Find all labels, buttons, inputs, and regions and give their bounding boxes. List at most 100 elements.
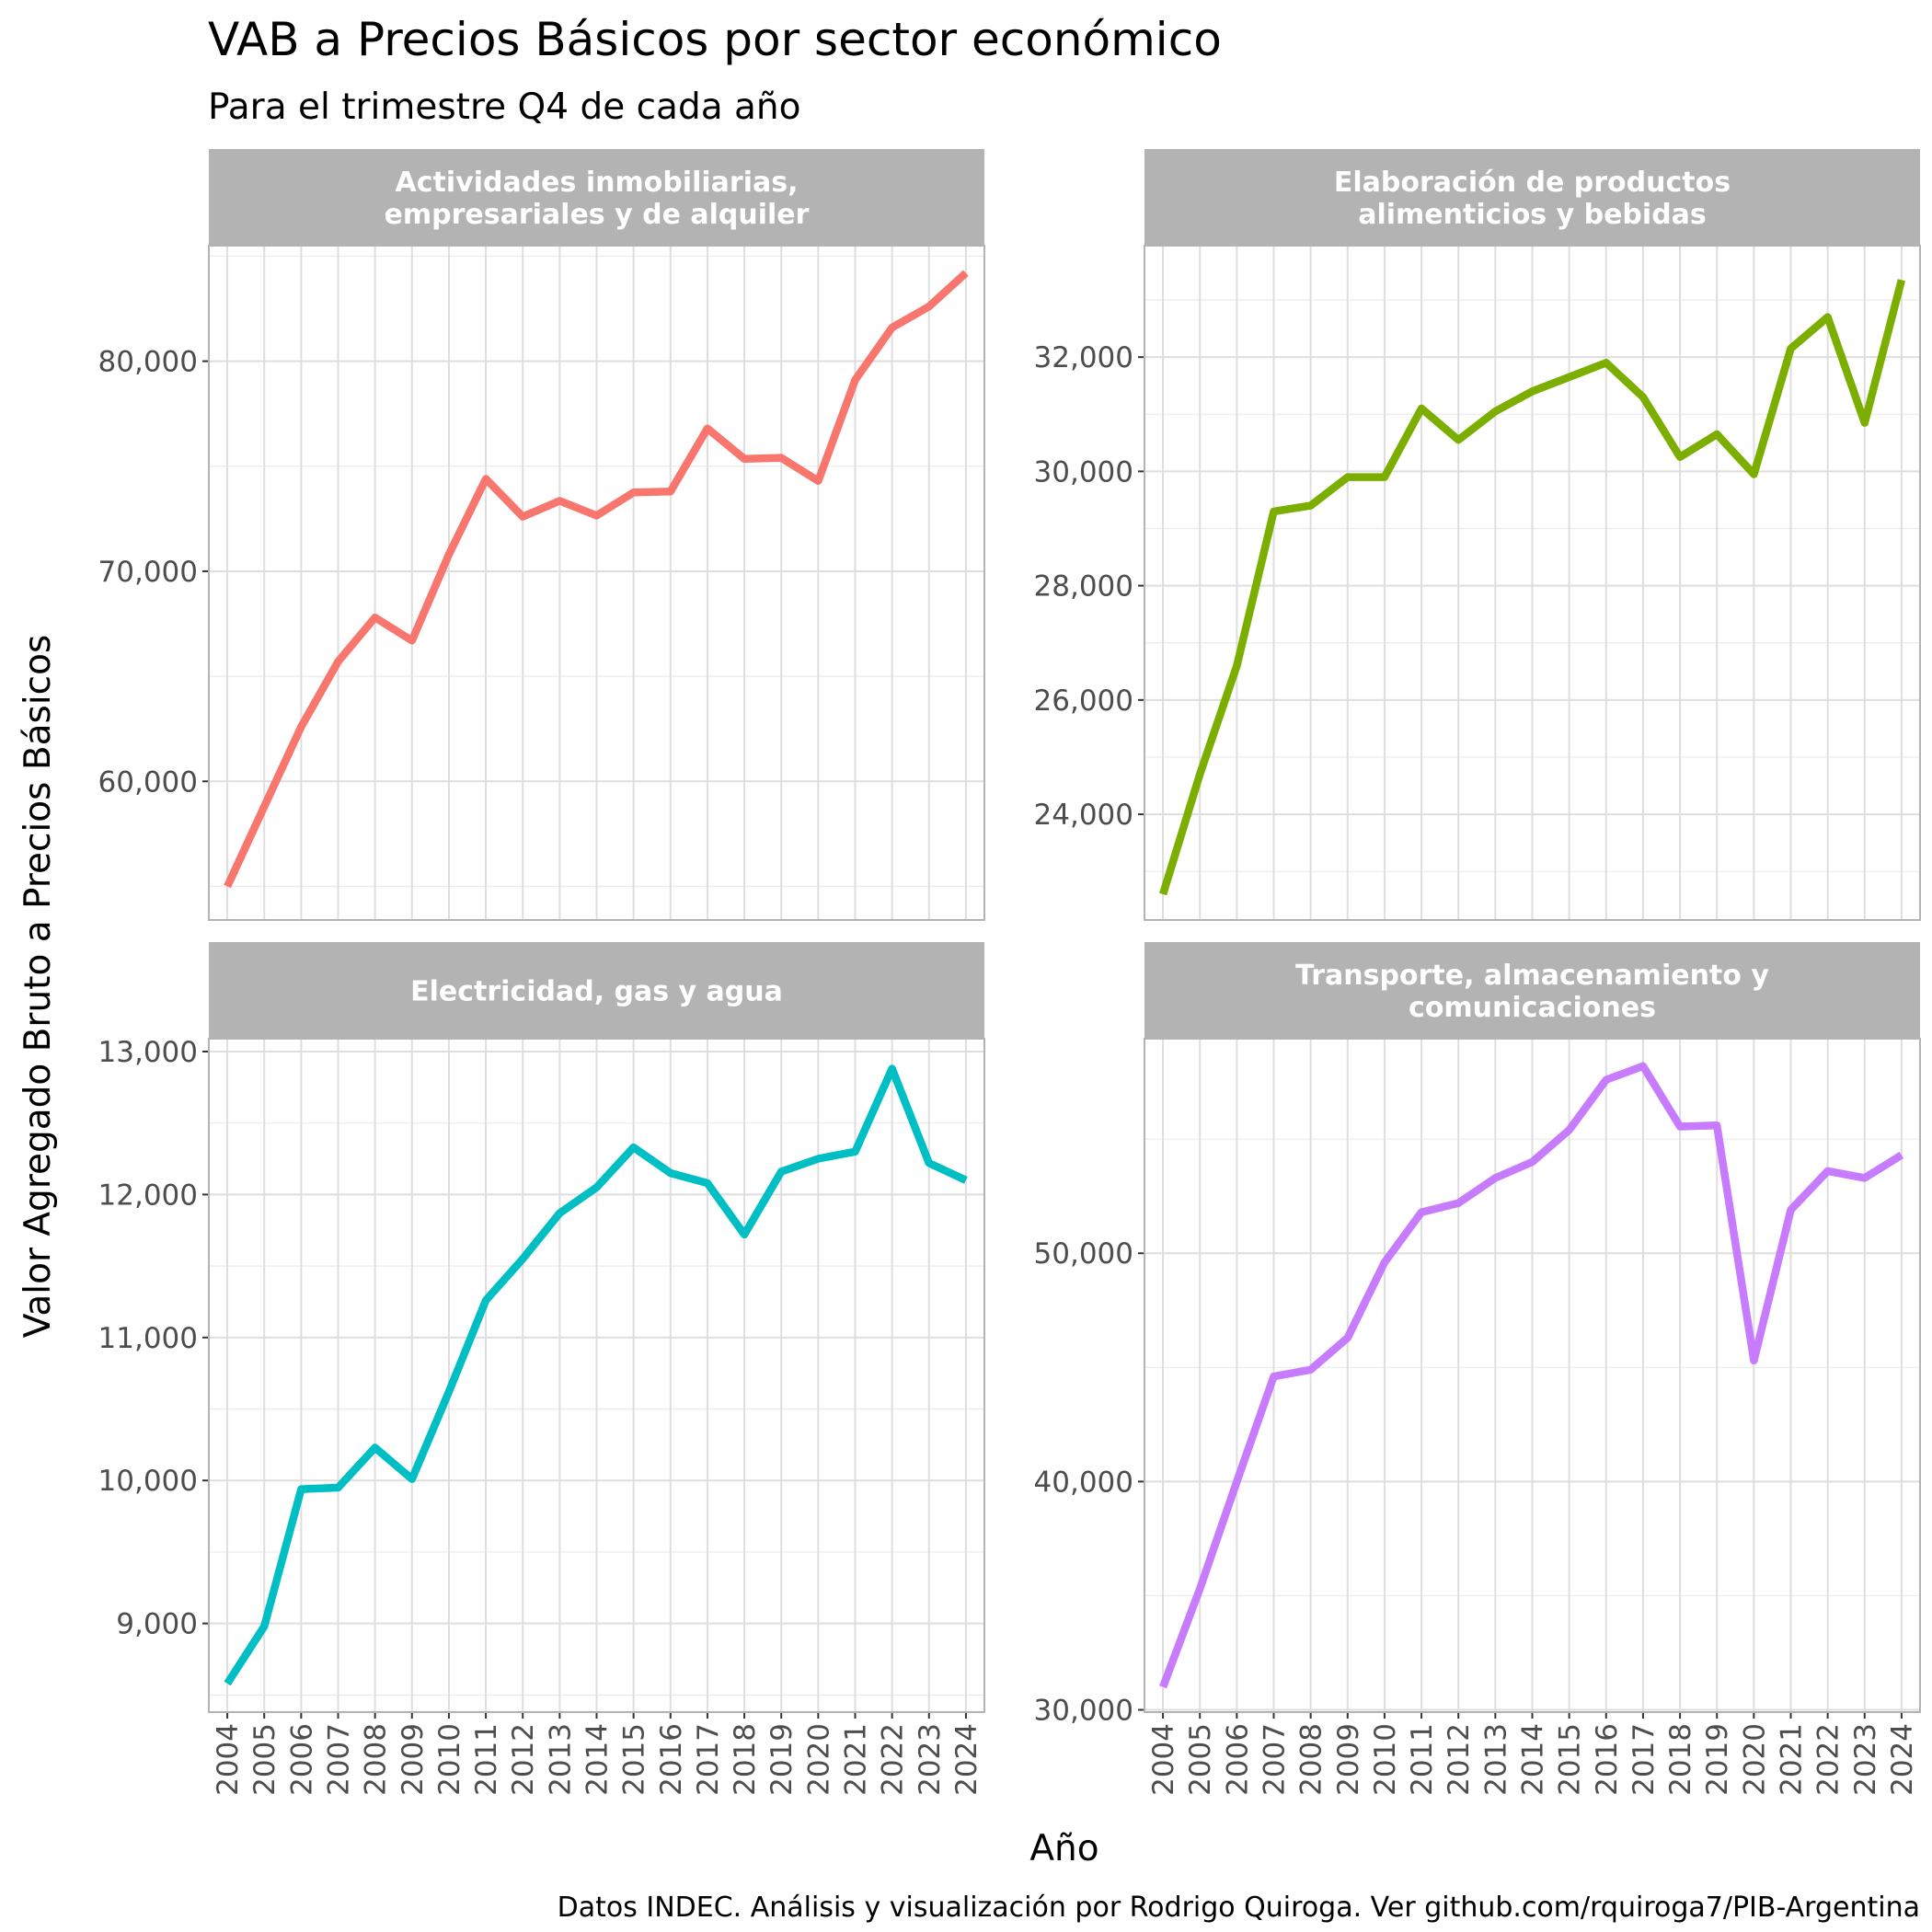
y-tick-label: 24,000 (1034, 799, 1133, 832)
data-point (1713, 1121, 1720, 1129)
facet-strip-label: Elaboración de productos (1334, 167, 1731, 199)
y-tick-label: 13,000 (98, 1036, 198, 1069)
data-point (372, 1444, 379, 1452)
x-tick-label: 2010 (433, 1723, 466, 1796)
x-tick-label: 2021 (1776, 1723, 1809, 1796)
data-point (1529, 1158, 1536, 1166)
y-axis-title: Valor Agregado Bruto a Precios Básicos (17, 635, 59, 1339)
data-point (297, 1486, 305, 1493)
y-tick-label: 9,000 (116, 1608, 198, 1641)
x-tick-label: 2012 (507, 1723, 540, 1796)
x-tick-label: 2005 (248, 1723, 282, 1796)
x-tick-label: 2006 (285, 1723, 318, 1796)
data-point (1491, 1174, 1499, 1181)
data-point (1603, 1076, 1610, 1084)
data-point (519, 1255, 526, 1262)
data-point (1566, 1126, 1573, 1133)
data-point (1418, 1209, 1425, 1216)
data-point (445, 1388, 453, 1396)
data-point (1455, 1200, 1462, 1207)
data-point (1307, 502, 1315, 510)
data-point (667, 488, 674, 495)
data-point (926, 303, 933, 310)
data-point (1788, 1206, 1795, 1213)
data-point (297, 723, 305, 730)
y-tick-label: 30,000 (1034, 1695, 1133, 1728)
x-tick-label: 2017 (1627, 1723, 1661, 1796)
facet-panels: 60,000 70,000 80,000 Actividades inmobiliar… (98, 149, 1921, 1796)
y-tick-label: 50,000 (1034, 1237, 1133, 1271)
data-point (593, 512, 601, 519)
facet-strip (1144, 942, 1920, 1039)
x-tick-label: 2019 (765, 1723, 799, 1796)
data-point (814, 1156, 822, 1163)
facet-strip-label: empresariales y de alquiler (385, 199, 810, 231)
data-point (962, 270, 970, 277)
facet-panel: 24,000 26,000 28,000 30,000 32,000 Elaboració… (1034, 149, 1921, 921)
data-point (408, 1476, 416, 1483)
data-point (1861, 1174, 1869, 1181)
data-point (1418, 405, 1425, 412)
data-point (482, 1296, 489, 1304)
x-tick-label: 2006 (1221, 1723, 1254, 1796)
facet-strip-label: Transporte, almacenamiento y (1295, 960, 1769, 992)
x-tick-label: 2022 (1812, 1723, 1846, 1796)
x-tick-label: 2016 (1591, 1723, 1624, 1796)
x-tick-label: 2007 (1259, 1723, 1292, 1796)
data-point (630, 489, 638, 496)
y-tick-label: 70,000 (98, 556, 198, 589)
data-point (852, 1148, 859, 1156)
data-point (1233, 662, 1240, 670)
data-point (1196, 771, 1203, 778)
data-point (1381, 474, 1388, 481)
x-tick-label: 2005 (1184, 1723, 1217, 1796)
x-tick-label: 2012 (1443, 1723, 1476, 1796)
x-tick-label: 2004 (1147, 1723, 1180, 1796)
y-tick-label: 10,000 (98, 1465, 198, 1498)
x-tick-label: 2014 (1517, 1723, 1550, 1796)
x-tick-label: 2004 (212, 1723, 245, 1796)
data-point (260, 803, 268, 811)
series-line (224, 270, 969, 889)
data-point (1344, 1334, 1351, 1341)
chart-subtitle: Para el trimestre Q4 de cada año (208, 86, 800, 128)
data-point (777, 1168, 785, 1176)
data-point (335, 1484, 342, 1491)
facet-strip-label: Electricidad, gas y agua (410, 976, 783, 1008)
data-point (224, 883, 231, 891)
data-point (1639, 394, 1647, 401)
data-point (335, 658, 342, 665)
facet-strip-label: comunicaciones (1409, 992, 1656, 1024)
facet-strip (209, 942, 984, 1039)
chart-caption: Datos INDEC. Análisis y visualización po… (558, 1892, 1920, 1924)
y-tick-label: 32,000 (1034, 341, 1133, 374)
series-line (1159, 1062, 1904, 1689)
data-point (1788, 345, 1795, 352)
facet-strip (1144, 149, 1920, 246)
y-tick-label: 12,000 (98, 1179, 198, 1212)
data-point (556, 1210, 563, 1217)
x-tick-label: 2024 (950, 1723, 983, 1796)
data-point (1676, 1123, 1684, 1131)
data-point (1196, 1585, 1203, 1593)
facet-strip-label: Actividades inmobiliarias, (396, 167, 799, 199)
data-point (1159, 891, 1167, 898)
data-point (1233, 1478, 1240, 1485)
y-tick-label: 28,000 (1034, 570, 1133, 604)
data-point (1713, 431, 1720, 438)
data-point (704, 1179, 711, 1187)
data-point (593, 1184, 601, 1191)
y-tick-label: 60,000 (98, 765, 198, 799)
x-tick-label: 2019 (1701, 1723, 1734, 1796)
data-point (1824, 1167, 1832, 1175)
x-tick-label: 2014 (581, 1723, 615, 1796)
y-tick-label: 80,000 (98, 346, 198, 379)
data-point (667, 1169, 674, 1177)
data-point (1271, 1373, 1278, 1380)
x-tick-label: 2009 (1332, 1723, 1365, 1796)
data-point (482, 476, 489, 483)
data-point (630, 1144, 638, 1151)
x-tick-label: 2021 (840, 1723, 873, 1796)
